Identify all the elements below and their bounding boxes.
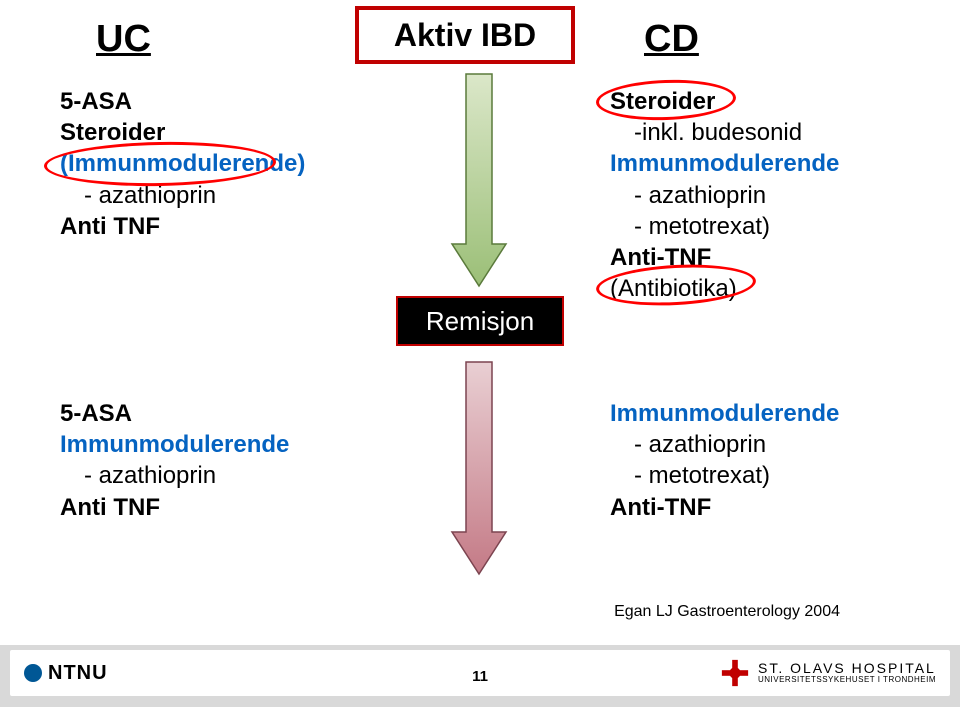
uc-antitnf: Anti TNF — [60, 211, 305, 242]
cd-heading: CD — [644, 18, 699, 61]
ntnu-text: NTNU — [48, 662, 108, 685]
stolav-logo: ST. OLAVS HOSPITAL UNIVERSITETSSYKEHUSET… — [720, 658, 936, 688]
cd-remission-treatments: Immunmodulerende - azathioprin - metotre… — [610, 398, 839, 523]
cd2-metotrexat: - metotrexat) — [610, 460, 839, 491]
stolav-cross-icon — [720, 658, 750, 688]
cd2-immunmod: Immunmodulerende — [610, 398, 839, 429]
arrow-down-upper — [450, 72, 508, 290]
ntnu-logo: NTNU — [24, 662, 108, 685]
page-number: 11 — [472, 668, 488, 685]
stolav-text: ST. OLAVS HOSPITAL UNIVERSITETSSYKEHUSET… — [758, 661, 936, 685]
uc2-antitnf: Anti TNF — [60, 492, 289, 523]
uc-5asa: 5-ASA — [60, 86, 305, 117]
stolav-line2: UNIVERSITETSSYKEHUSET I TRONDHEIM — [758, 676, 936, 685]
uc-remission-treatments: 5-ASA Immunmodulerende - azathioprin Ant… — [60, 398, 289, 523]
cd-metotrexat: - metotrexat) — [610, 211, 839, 242]
uc2-5asa: 5-ASA — [60, 398, 289, 429]
cd2-azathioprin: - azathioprin — [610, 429, 839, 460]
ntnu-logo-icon — [24, 664, 42, 682]
cd2-antitnf: Anti-TNF — [610, 492, 839, 523]
cd-immunmod: Immunmodulerende — [610, 148, 839, 179]
uc2-azathioprin: - azathioprin — [60, 460, 289, 491]
remisjon-box: Remisjon — [396, 296, 564, 346]
cd-azathioprin: - azathioprin — [610, 180, 839, 211]
citation: Egan LJ Gastroenterology 2004 — [614, 603, 840, 621]
stolav-line1: ST. OLAVS HOSPITAL — [758, 661, 936, 676]
aktiv-ibd-box: Aktiv IBD — [355, 6, 575, 64]
uc-heading: UC — [96, 18, 151, 61]
cd-budesonid: -inkl. budesonid — [610, 117, 839, 148]
slide: UC CD Aktiv IBD Remisjon — [0, 0, 960, 707]
uc2-immunmod: Immunmodulerende — [60, 429, 289, 460]
arrow-down-lower — [450, 360, 508, 578]
